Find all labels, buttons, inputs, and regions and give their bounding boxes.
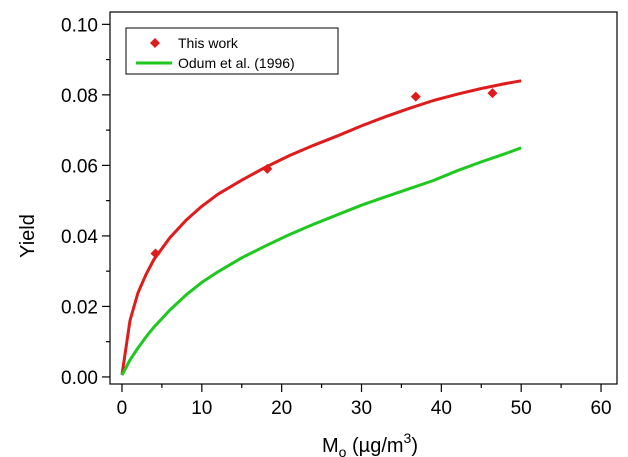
legend-label-odum: Odum et al. (1996) xyxy=(178,55,295,71)
plot-frame xyxy=(109,11,618,385)
series-line-2 xyxy=(120,146,522,376)
legend-box xyxy=(125,27,339,75)
legend-marker-this-work xyxy=(150,38,160,48)
x-tick-label: 20 xyxy=(271,398,292,419)
data-point-2 xyxy=(410,91,421,102)
x-tick-label: 10 xyxy=(191,398,212,419)
y-axis-title: Yield xyxy=(17,214,39,258)
x-axis-title-superscript: 3 xyxy=(404,430,412,446)
x-tick-label: 60 xyxy=(590,398,611,419)
x-axis-title-unit-close: ) xyxy=(411,435,418,457)
y-tick-label: 0.08 xyxy=(61,86,98,107)
axes: 0 10 20 30 40 50 60 0.00 0.02 0.04 0.06 0.08 0.10 xyxy=(61,11,618,419)
x-tick-label: 40 xyxy=(431,398,452,419)
data-point-3 xyxy=(487,88,498,99)
legend: This work Odum et al. (1996) xyxy=(125,27,339,75)
data-point-0 xyxy=(150,248,161,259)
y-tick-label: 0.04 xyxy=(61,227,98,248)
x-axis-title: Mo (µg/m3) xyxy=(322,430,418,457)
y-tick-label: 0.00 xyxy=(61,368,98,389)
series-layer xyxy=(120,79,522,376)
x-tick-label: 0 xyxy=(117,398,128,419)
x-tick-label: 50 xyxy=(511,398,532,419)
y-tick-label: 0.10 xyxy=(61,15,98,36)
x-tick-label: 30 xyxy=(351,398,372,419)
x-axis-title-subscript: o xyxy=(339,444,347,457)
y-tick-label: 0.06 xyxy=(61,156,98,177)
y-tick-label: 0.02 xyxy=(61,297,98,318)
x-axis-title-main: M xyxy=(322,435,339,457)
legend-label-this-work: This work xyxy=(178,35,239,51)
x-axis-title-unit-open: (µg/m xyxy=(346,435,403,457)
series-line-1 xyxy=(120,79,522,376)
